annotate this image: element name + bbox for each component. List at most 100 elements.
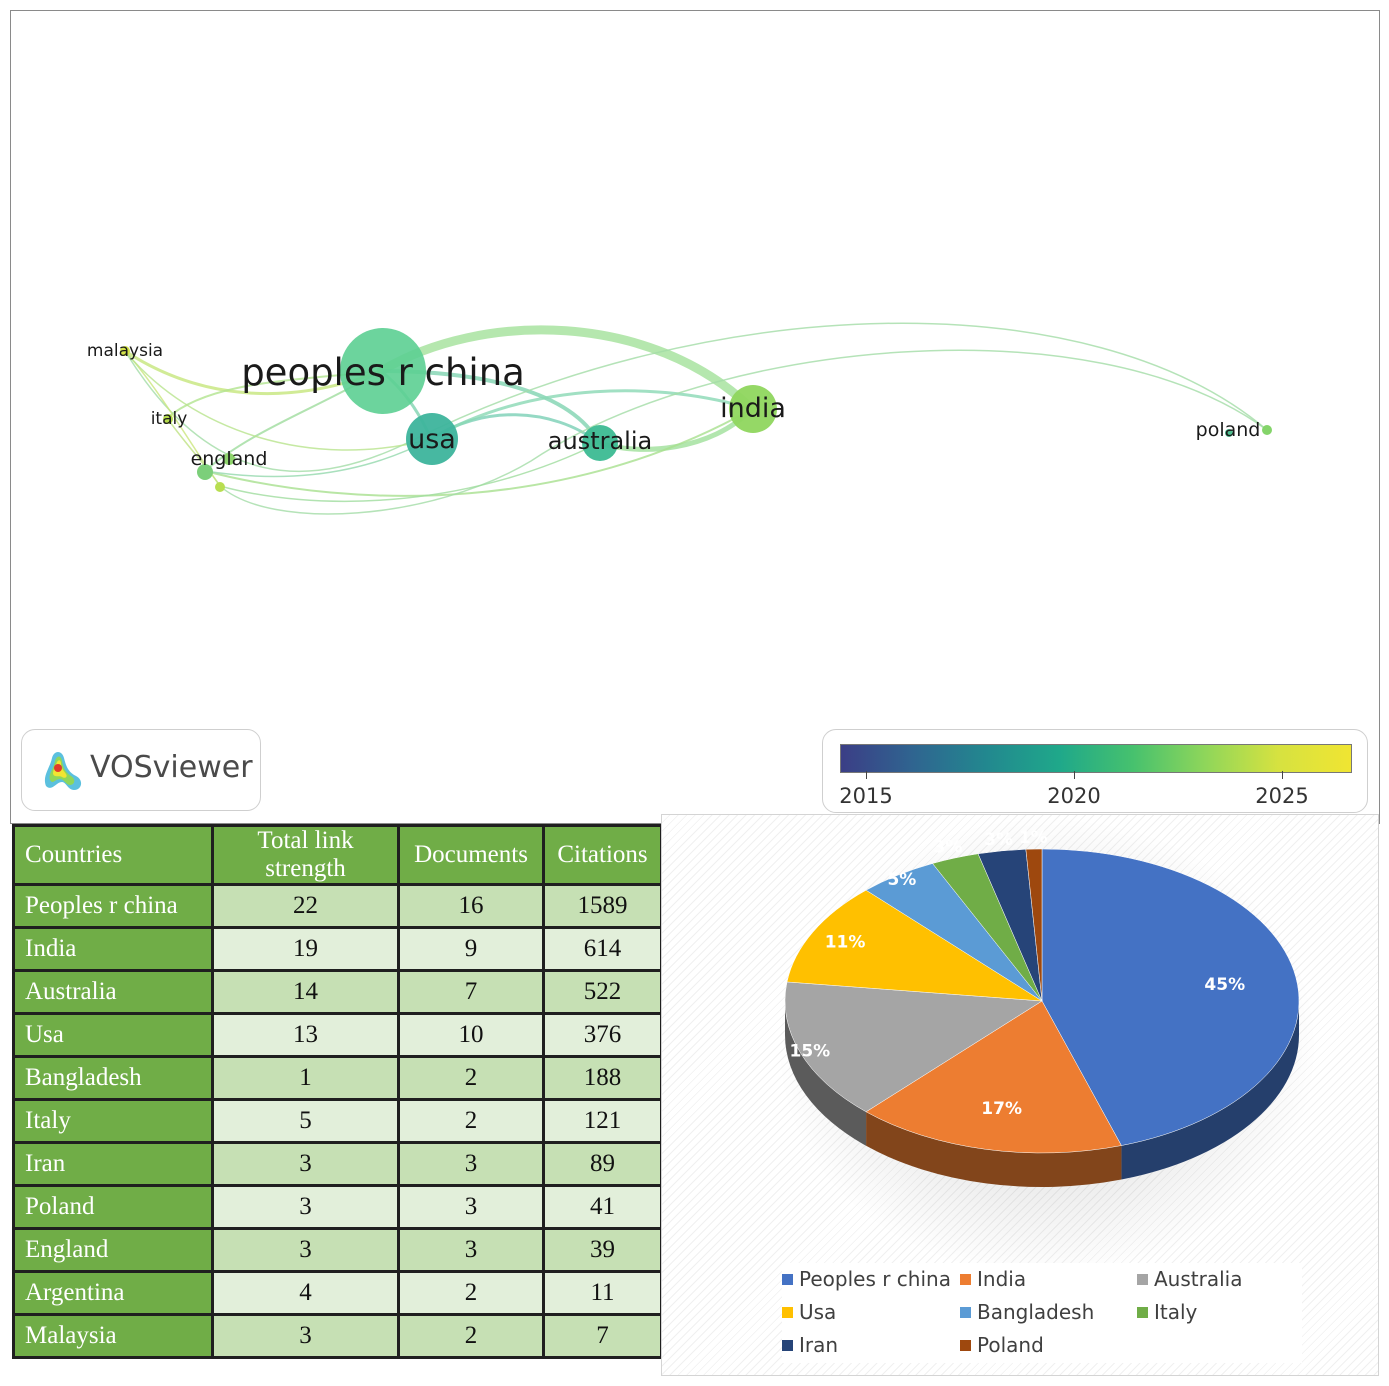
legend-swatch (782, 1274, 793, 1285)
citations-cell: 39 (542, 1227, 663, 1273)
total-link-strength-cell: 3 (211, 1313, 400, 1359)
pie-data-label: 45% (1204, 975, 1245, 995)
vosviewer-logo-box: VOSviewer (21, 729, 261, 811)
documents-cell: 2 (397, 1313, 545, 1359)
total-link-strength-cell: 22 (211, 883, 400, 929)
country-cell: Usa (12, 1012, 214, 1058)
total-link-strength-cell: 5 (211, 1098, 400, 1144)
documents-cell: 2 (397, 1055, 545, 1101)
node-label-england: england (191, 448, 268, 470)
scale-tick-label: 2025 (1255, 784, 1309, 808)
node-label-malaysia: malaysia (87, 341, 163, 361)
legend-label: Australia (1154, 1267, 1243, 1291)
link-usa-india (429, 389, 754, 441)
node-label-peoples-r-china: peoples r china (241, 351, 525, 394)
country-cell: Bangladesh (12, 1055, 214, 1101)
citations-cell: 7 (542, 1313, 663, 1359)
legend-label: India (977, 1267, 1027, 1291)
citations-cell: 11 (542, 1270, 663, 1316)
network-map: peoples r china india australia usa mala… (87, 322, 1272, 515)
node-italy (163, 414, 173, 424)
node-label-usa: usa (408, 424, 456, 455)
link-usa-england (204, 438, 432, 478)
pie-slice (786, 889, 1043, 1002)
country-cell: Iran (12, 1141, 214, 1187)
total-link-strength-cell: 4 (211, 1270, 400, 1316)
legend-swatch (782, 1340, 793, 1351)
pie-data-label: 5% (887, 870, 916, 890)
country-cell: Poland (12, 1184, 214, 1230)
table-row: Poland 3 3 41 (12, 1184, 663, 1230)
node-label-italy: italy (151, 409, 188, 429)
total-link-strength-cell: 3 (211, 1227, 400, 1273)
country-cell: India (12, 926, 214, 972)
total-link-strength-cell: 3 (211, 1141, 400, 1187)
citations-cell: 376 (542, 1012, 663, 1058)
table-row: Italy 5 2 121 (12, 1098, 663, 1144)
documents-cell: 3 (397, 1227, 545, 1273)
legend-swatch (960, 1274, 971, 1285)
total-link-strength-cell: 1 (211, 1055, 400, 1101)
documents-cell: 2 (397, 1270, 545, 1316)
pie-slices (784, 848, 1300, 1154)
legend-swatch (960, 1307, 971, 1318)
table-row: Usa 13 10 376 (12, 1012, 663, 1058)
legend-item: Bangladesh (960, 1300, 1094, 1324)
total-link-strength-cell: 19 (211, 926, 400, 972)
link-italy-england (166, 417, 221, 487)
node-peoples-r-china (340, 328, 426, 414)
node-usa (406, 413, 458, 465)
node-label-india: india (720, 393, 786, 424)
pie-data-label: 1% (1019, 828, 1048, 848)
node-india (729, 385, 777, 433)
pie-slice (784, 981, 1043, 1113)
citations-cell: 41 (542, 1184, 663, 1230)
legend-item: India (960, 1267, 1026, 1291)
legend-item: Usa (782, 1300, 836, 1324)
vosviewer-logo-text: VOSviewer (90, 750, 253, 785)
scale-tick (866, 771, 867, 779)
documents-cell: 9 (397, 926, 545, 972)
link-poland-england (219, 349, 1268, 515)
legend-label: Poland (977, 1333, 1044, 1357)
table-row: Peoples r china 22 16 1589 (12, 883, 663, 929)
country-cell: Peoples r china (12, 883, 214, 929)
pie-3d-sides (785, 1001, 1299, 1187)
pie-chart: 45% 17% 15% 11% 5% 3% 3% 1% (777, 817, 1317, 1277)
documents-cell: 2 (397, 1098, 545, 1144)
table-header-cell: Citations (542, 824, 663, 886)
country-cell: England (12, 1227, 214, 1273)
scale-tick (1282, 771, 1283, 779)
table-row: Bangladesh 1 2 188 (12, 1055, 663, 1101)
link-australia-england (219, 442, 600, 502)
table-header-row: Countries Total link strength Documents … (12, 824, 663, 886)
legend-swatch (1137, 1307, 1148, 1318)
legend-item: Peoples r china (782, 1267, 951, 1291)
scale-tick-label: 2020 (1047, 784, 1101, 808)
scale-tick (1074, 771, 1075, 779)
citations-cell: 1589 (542, 883, 663, 929)
legend-swatch (782, 1307, 793, 1318)
pie-data-label: 17% (981, 1099, 1022, 1119)
pie-data-label: 11% (825, 933, 866, 953)
legend-label: Italy (1154, 1300, 1198, 1324)
citations-cell: 614 (542, 926, 663, 972)
pie-chart-panel: 45% 17% 15% 11% 5% 3% 3% 1% Peoples r china Indi… (661, 814, 1379, 1376)
link-china-india (376, 325, 757, 414)
link-india-england (204, 408, 753, 497)
link-usa-malaysia (124, 350, 432, 451)
network-nodes (120, 328, 1272, 492)
total-link-strength-cell: 13 (211, 1012, 400, 1058)
table-row: Iran 3 3 89 (12, 1141, 663, 1187)
pie-data-label: 3% (934, 838, 963, 858)
table-row: Malaysia 3 2 7 (12, 1313, 663, 1359)
documents-cell: 7 (397, 969, 545, 1015)
node-poland (1262, 425, 1272, 435)
link-poland-malaysia (124, 322, 1268, 473)
node-extra (215, 482, 225, 492)
pie-slice (1025, 848, 1043, 1002)
pie-data-label: 3% (984, 830, 1013, 850)
legend-label: Bangladesh (977, 1300, 1095, 1324)
node-malaysia (120, 346, 130, 356)
legend-label: Iran (799, 1333, 839, 1357)
